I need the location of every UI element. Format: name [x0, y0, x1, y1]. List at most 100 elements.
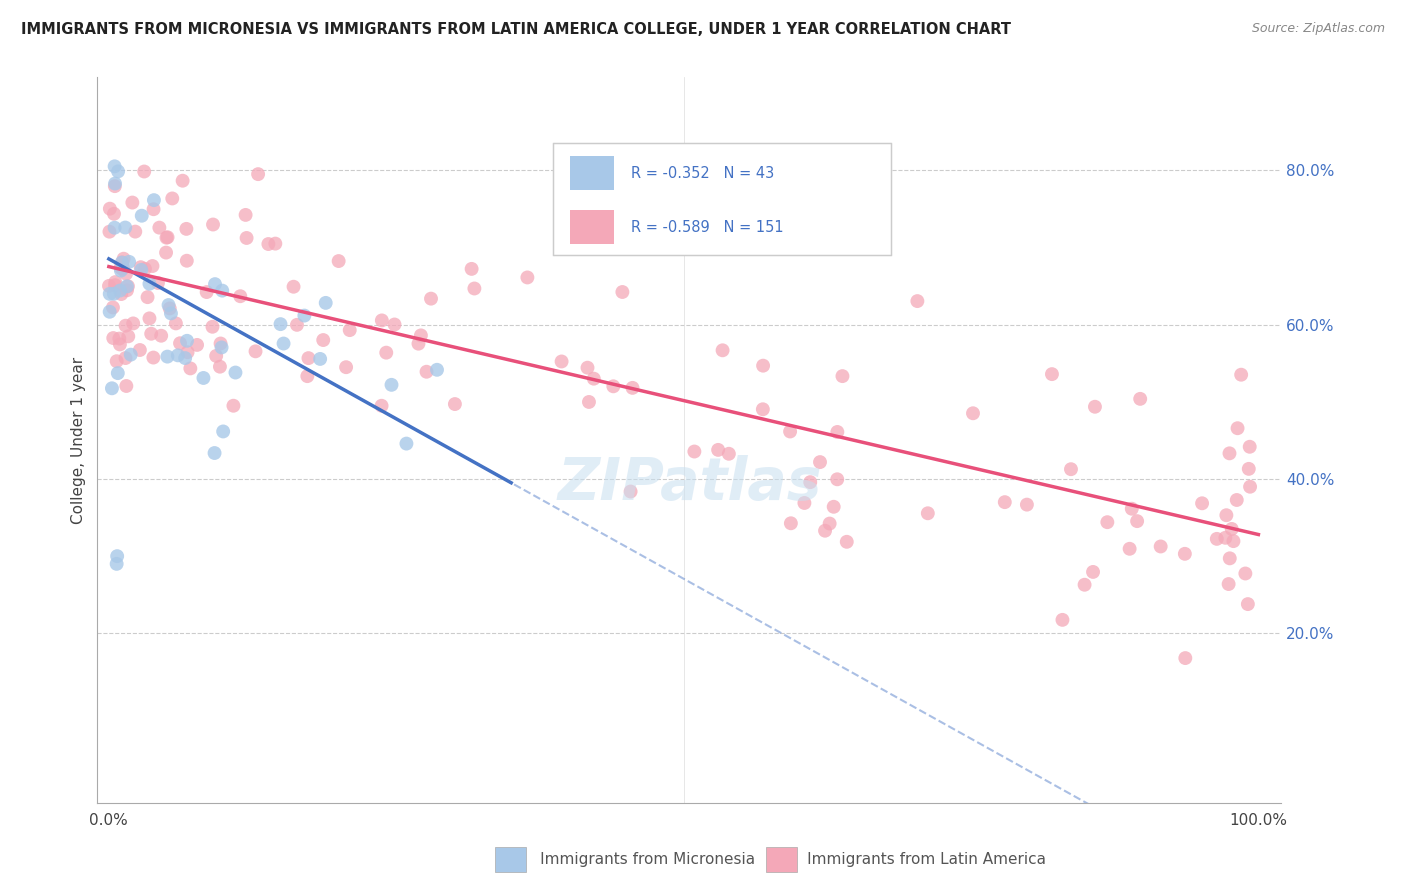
Point — [104, 220, 127, 235]
Point — [1121, 501, 1143, 516]
Point — [150, 328, 173, 343]
Point — [138, 277, 160, 291]
Point — [131, 209, 153, 223]
Point — [114, 351, 136, 365]
Point — [1040, 367, 1063, 381]
Point — [1218, 577, 1240, 591]
Point — [98, 305, 121, 319]
Point — [98, 225, 121, 239]
Point — [905, 294, 928, 309]
Point — [339, 323, 361, 337]
Point — [104, 177, 127, 191]
Point — [205, 349, 228, 363]
Point — [157, 298, 180, 312]
Point — [159, 301, 181, 316]
Point — [108, 337, 131, 351]
Point — [176, 334, 198, 348]
Point — [245, 344, 267, 359]
Point — [115, 283, 138, 297]
Point — [111, 255, 134, 269]
Point — [1215, 508, 1237, 523]
Point — [917, 506, 939, 520]
Point — [1118, 541, 1140, 556]
Point — [111, 255, 134, 269]
Point — [146, 276, 169, 290]
Point — [134, 261, 156, 276]
Point — [111, 261, 134, 276]
Point — [309, 351, 332, 366]
Point — [104, 278, 127, 293]
Point — [793, 496, 815, 510]
Point — [823, 500, 845, 514]
Point — [1215, 531, 1237, 545]
Point — [779, 425, 801, 439]
Point — [370, 399, 392, 413]
Point — [1052, 613, 1074, 627]
Point — [1218, 446, 1240, 460]
Point — [103, 331, 125, 345]
Text: Source: ZipAtlas.com: Source: ZipAtlas.com — [1251, 22, 1385, 36]
Point — [1222, 534, 1244, 549]
Point — [204, 446, 226, 460]
Point — [1230, 368, 1253, 382]
Point — [578, 395, 600, 409]
Point — [582, 372, 605, 386]
Point — [142, 193, 165, 207]
Point — [156, 350, 179, 364]
Text: Immigrants from Latin America: Immigrants from Latin America — [773, 852, 1046, 867]
Point — [1191, 496, 1213, 510]
Point — [105, 354, 128, 368]
Point — [235, 208, 257, 222]
Point — [201, 319, 224, 334]
Point — [208, 359, 231, 374]
Text: IMMIGRANTS FROM MICRONESIA VS IMMIGRANTS FROM LATIN AMERICA COLLEGE, UNDER 1 YEA: IMMIGRANTS FROM MICRONESIA VS IMMIGRANTS… — [21, 22, 1011, 37]
Point — [1219, 551, 1241, 566]
Point — [118, 255, 141, 269]
Point — [121, 195, 143, 210]
Point — [98, 202, 121, 216]
Point — [426, 363, 449, 377]
Point — [460, 261, 482, 276]
Point — [328, 254, 350, 268]
Point — [550, 354, 572, 368]
Point — [827, 425, 849, 439]
Point — [516, 270, 538, 285]
Point — [1239, 440, 1261, 454]
Point — [835, 534, 858, 549]
Point — [808, 455, 831, 469]
Point — [108, 284, 131, 298]
Point — [371, 313, 394, 327]
Point — [166, 348, 188, 362]
Point — [115, 379, 138, 393]
Point — [825, 472, 848, 486]
Point — [112, 252, 135, 266]
Point — [409, 328, 432, 343]
Point — [229, 289, 252, 303]
Point — [1174, 651, 1197, 665]
Y-axis label: College, Under 1 year: College, Under 1 year — [72, 357, 86, 524]
Point — [104, 159, 127, 173]
Point — [814, 524, 837, 538]
Point — [375, 345, 398, 359]
Point — [247, 167, 270, 181]
Point — [264, 236, 287, 251]
Point — [818, 516, 841, 531]
Text: ZIPatlas: ZIPatlas — [557, 456, 821, 512]
Point — [162, 191, 184, 205]
Point — [463, 281, 485, 295]
Point — [141, 259, 163, 273]
Point — [707, 442, 730, 457]
Text: Immigrants from Micronesia: Immigrants from Micronesia — [506, 852, 755, 867]
Point — [98, 286, 121, 301]
Point — [831, 369, 853, 384]
Point — [211, 340, 233, 354]
Point — [384, 318, 406, 332]
Point — [717, 447, 740, 461]
Point — [108, 332, 131, 346]
Point — [1081, 565, 1104, 579]
Point — [193, 371, 215, 385]
Point — [117, 329, 139, 343]
Point — [142, 202, 165, 217]
Point — [297, 351, 319, 365]
Point — [602, 379, 624, 393]
